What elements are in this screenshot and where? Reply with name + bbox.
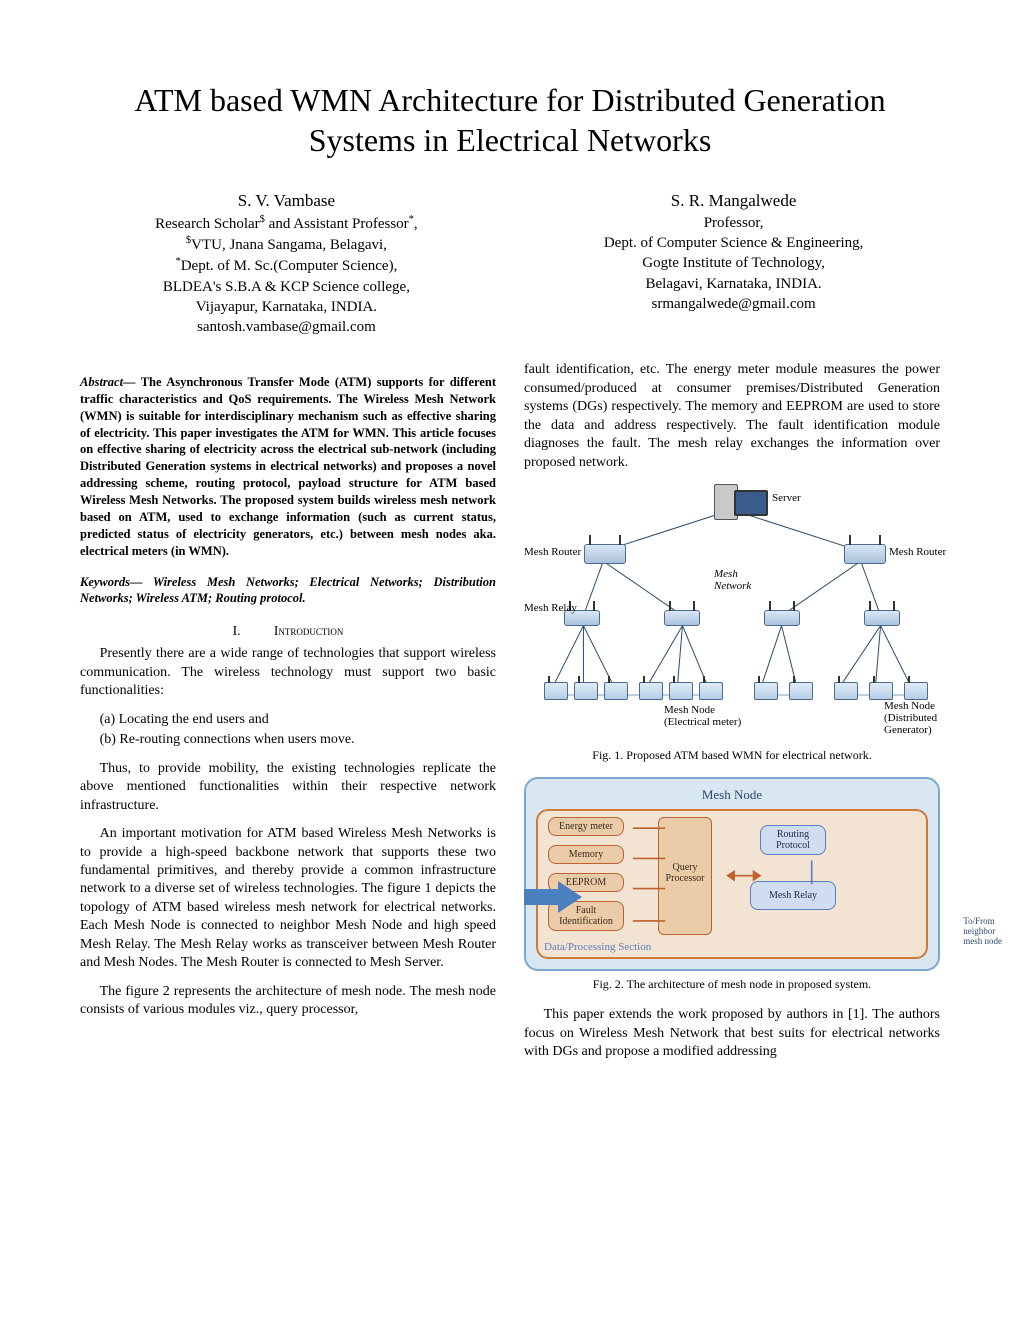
mesh-node-icon <box>669 682 693 700</box>
mesh-relay-icon <box>764 610 800 626</box>
author2-line: Professor, <box>527 213 940 233</box>
module-energy-meter: Energy meter <box>548 817 624 836</box>
section-num: I. <box>233 623 241 638</box>
intro-p1: Presently there are a wide range of tech… <box>80 645 496 700</box>
data-processing-section-label: Data/Processing Section <box>544 941 651 953</box>
left-column: Abstract— The Asynchronous Transfer Mode… <box>80 361 496 1071</box>
intro-pa: (a) Locating the end users and <box>80 711 496 729</box>
mesh-node-icon <box>699 682 723 700</box>
server-label: Server <box>772 492 801 504</box>
author-block-2: S. R. Mangalwede Professor, Dept. of Com… <box>527 190 940 337</box>
module-query-processor: Query Processor <box>658 817 712 935</box>
mesh-node-icon <box>639 682 663 700</box>
fig2-inner-box: Energy meter Memory EEPROM Fault Identif… <box>536 809 928 959</box>
mesh-node-icon <box>544 682 568 700</box>
author2-name: S. R. Mangalwede <box>527 190 940 213</box>
section-name: Introduction <box>274 623 344 638</box>
mesh-relay-icon <box>664 610 700 626</box>
mesh-node-em-label: Mesh Node (Electrical meter) <box>664 704 741 728</box>
right-column: fault identification, etc. The energy me… <box>524 361 940 1071</box>
intro-p4: The figure 2 represents the architecture… <box>80 983 496 1020</box>
author1-line: *Dept. of M. Sc.(Computer Science), <box>80 255 493 276</box>
mesh-node-icon <box>604 682 628 700</box>
mesh-node-icon <box>834 682 858 700</box>
figure-1-diagram: Server Mesh Router Mesh Router Mesh Netw… <box>524 482 940 742</box>
mesh-node-icon <box>789 682 813 700</box>
module-memory: Memory <box>548 845 624 864</box>
mesh-node-icon <box>869 682 893 700</box>
mesh-router-left-icon <box>584 544 626 564</box>
author2-email: srmangalwede@gmail.com <box>527 294 940 314</box>
author2-line: Dept. of Computer Science & Engineering, <box>527 233 940 253</box>
mesh-relay-icon <box>864 610 900 626</box>
mesh-node-dg-label: Mesh Node (Distributed Generator) <box>884 700 937 736</box>
author1-line: BLDEA's S.B.A & KCP Science college, <box>80 277 493 297</box>
server-monitor-icon <box>734 490 768 516</box>
module-eeprom: EEPROM <box>548 873 624 892</box>
authors-row: S. V. Vambase Research Scholar$ and Assi… <box>80 190 940 337</box>
mesh-node-icon <box>754 682 778 700</box>
figure-2-diagram: Mesh Node Energy meter Memory EEPROM Fau… <box>524 777 940 971</box>
intro-p2: Thus, to provide mobility, the existing … <box>80 760 496 815</box>
mesh-node-icon <box>904 682 928 700</box>
page-root: ATM based WMN Architecture for Distribut… <box>0 0 1020 1320</box>
mesh-relay-label: Mesh Relay <box>524 602 577 614</box>
intro-p3: An important motivation for ATM based Wi… <box>80 825 496 973</box>
right-p1: fault identification, etc. The energy me… <box>524 361 940 472</box>
module-fault-id: Fault Identification <box>548 901 624 931</box>
keywords-label: Keywords— <box>80 575 143 589</box>
right-p2: This paper extends the work proposed by … <box>524 1006 940 1061</box>
figure-1-caption: Fig. 1. Proposed ATM based WMN for elect… <box>524 748 940 763</box>
two-column-body: Abstract— The Asynchronous Transfer Mode… <box>80 361 940 1071</box>
mesh-node-icon <box>574 682 598 700</box>
author1-line: Vijayapur, Karnataka, INDIA. <box>80 297 493 317</box>
mesh-router-left-label: Mesh Router <box>524 546 581 558</box>
abstract-text: The Asynchronous Transfer Mode (ATM) sup… <box>80 375 496 558</box>
abstract-block: Abstract— The Asynchronous Transfer Mode… <box>80 374 496 560</box>
mesh-router-right-icon <box>844 544 886 564</box>
mesh-router-right-label: Mesh Router <box>889 546 946 558</box>
author2-line: Gogte Institute of Technology, <box>527 253 940 273</box>
abstract-label: Abstract— <box>80 375 136 389</box>
keywords-block: Keywords— Wireless Mesh Networks; Electr… <box>80 574 496 608</box>
fig2-outer-box: Mesh Node Energy meter Memory EEPROM Fau… <box>524 777 940 971</box>
figure-2-caption: Fig. 2. The architecture of mesh node in… <box>524 977 940 992</box>
author1-name: S. V. Vambase <box>80 190 493 213</box>
paper-title: ATM based WMN Architecture for Distribut… <box>80 80 940 160</box>
author1-line: $VTU, Jnana Sangama, Belagavi, <box>80 234 493 255</box>
author-block-1: S. V. Vambase Research Scholar$ and Assi… <box>80 190 493 337</box>
author1-line: Research Scholar$ and Assistant Professo… <box>80 213 493 234</box>
section-1-heading: I. Introduction <box>80 623 496 639</box>
intro-pb: (b) Re-routing connections when users mo… <box>80 731 496 749</box>
fig2-title: Mesh Node <box>536 787 928 803</box>
module-routing-protocol: Routing Protocol <box>760 825 826 855</box>
mesh-network-label: Mesh Network <box>714 568 751 592</box>
module-mesh-relay: Mesh Relay <box>750 881 836 910</box>
fig2-side-label: To/From neighbor mesh node <box>963 917 1002 947</box>
author1-email: santosh.vambase@gmail.com <box>80 317 493 337</box>
author2-line: Belagavi, Karnataka, INDIA. <box>527 274 940 294</box>
keywords-text: Wireless Mesh Networks; Electrical Netwo… <box>80 575 496 606</box>
